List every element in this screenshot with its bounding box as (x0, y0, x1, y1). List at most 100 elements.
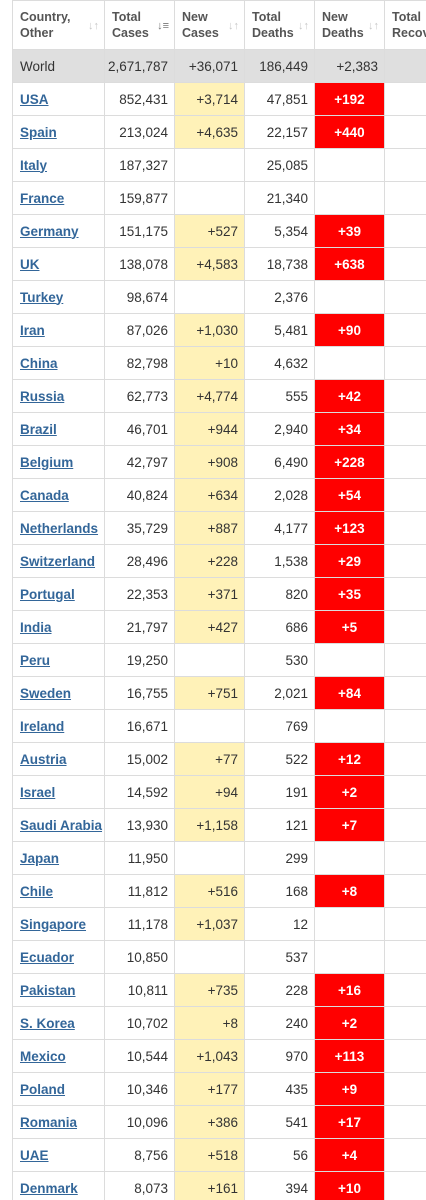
country-cell: Italy (12, 148, 105, 182)
header-new-cases[interactable]: New Cases ↓↑ (174, 0, 245, 50)
table-header-row: Country, Other ↓↑ Total Cases ↓≡ New Cases … (12, 0, 426, 50)
country-link[interactable]: UK (20, 256, 40, 272)
country-link[interactable]: Romania (20, 1114, 78, 1130)
total-cases-cell: 11,950 (104, 841, 175, 875)
new-deaths-cell: +39 (314, 214, 385, 248)
new-deaths-cell: +42 (314, 379, 385, 413)
total-recovered-cell (384, 148, 426, 182)
total-cases-cell: 22,353 (104, 577, 175, 611)
country-link[interactable]: Peru (20, 652, 51, 668)
total-deaths-cell: 537 (244, 940, 315, 974)
country-link[interactable]: Poland (20, 1081, 66, 1097)
new-deaths-cell (314, 907, 385, 941)
new-deaths-cell: +2 (314, 1006, 385, 1040)
country-link[interactable]: Russia (20, 388, 65, 404)
table-row: Israel 14,592 +94 191 +2 (12, 775, 426, 809)
new-deaths-cell: +10 (314, 1171, 385, 1200)
sort-arrows-icon[interactable]: ↓↑ (88, 20, 99, 32)
country-link[interactable]: Chile (20, 883, 54, 899)
total-cases-cell: 21,797 (104, 610, 175, 644)
country-link[interactable]: Sweden (20, 685, 72, 701)
total-cases-cell: 159,877 (104, 181, 175, 215)
total-cases-cell: 98,674 (104, 280, 175, 314)
total-recovered-cell (384, 247, 426, 281)
country-link[interactable]: USA (20, 91, 49, 107)
country-link[interactable]: Singapore (20, 916, 87, 932)
country-cell: USA (12, 82, 105, 116)
country-link[interactable]: Italy (20, 157, 48, 173)
new-cases-cell (174, 148, 245, 182)
country-link[interactable]: China (20, 355, 58, 371)
country-link[interactable]: Israel (20, 784, 56, 800)
total-recovered-cell (384, 379, 426, 413)
new-cases-cell: +527 (174, 214, 245, 248)
country-link[interactable]: Iran (20, 322, 45, 338)
header-total-recovered-line2: Recove (392, 26, 426, 40)
covid-table-viewport[interactable]: Country, Other ↓↑ Total Cases ↓≡ New Cases … (12, 0, 426, 1200)
country-cell: Ecuador (12, 940, 105, 974)
total-deaths-cell: 394 (244, 1171, 315, 1200)
country-cell: Iran (12, 313, 105, 347)
header-total-cases[interactable]: Total Cases ↓≡ (104, 0, 175, 50)
world-label: World (20, 58, 56, 74)
total-recovered-cell (384, 1171, 426, 1200)
sort-arrows-icon[interactable]: ↓↑ (368, 20, 379, 32)
new-cases-cell: +518 (174, 1138, 245, 1172)
new-cases-cell (174, 940, 245, 974)
total-recovered-cell (384, 280, 426, 314)
new-cases-cell: +944 (174, 412, 245, 446)
country-link[interactable]: France (20, 190, 65, 206)
country-link[interactable]: Belgium (20, 454, 74, 470)
sort-arrows-icon[interactable]: ↓↑ (298, 20, 309, 32)
country-link[interactable]: Portugal (20, 586, 75, 602)
total-cases-cell: 10,850 (104, 940, 175, 974)
country-link[interactable]: Ecuador (20, 949, 75, 965)
country-link[interactable]: Ireland (20, 718, 65, 734)
total-recovered-cell (384, 676, 426, 710)
total-cases-cell: 28,496 (104, 544, 175, 578)
total-cases-cell: 10,811 (104, 973, 175, 1007)
total-deaths-cell: 522 (244, 742, 315, 776)
total-deaths-cell: 2,021 (244, 676, 315, 710)
total-recovered-cell (384, 775, 426, 809)
header-total-cases-line2: Cases (112, 26, 149, 40)
table-row: Belgium 42,797 +908 6,490 +228 (12, 445, 426, 479)
country-cell: Mexico (12, 1039, 105, 1073)
country-link[interactable]: Denmark (20, 1180, 78, 1196)
country-link[interactable]: Spain (20, 124, 57, 140)
total-recovered-cell (384, 115, 426, 149)
sort-arrows-icon[interactable]: ↓↑ (228, 20, 239, 32)
table-row: UAE 8,756 +518 56 +4 (12, 1138, 426, 1172)
country-link[interactable]: Austria (20, 751, 67, 767)
table-row: Poland 10,346 +177 435 +9 (12, 1072, 426, 1106)
total-cases-cell: 16,755 (104, 676, 175, 710)
header-new-deaths[interactable]: New Deaths ↓↑ (314, 0, 385, 50)
country-link[interactable]: Japan (20, 850, 60, 866)
sort-desc-icon[interactable]: ↓≡ (157, 20, 169, 32)
country-link[interactable]: Mexico (20, 1048, 66, 1064)
country-link[interactable]: Canada (20, 487, 69, 503)
header-total-cases-line1: Total (112, 10, 141, 24)
header-total-deaths[interactable]: Total Deaths ↓↑ (244, 0, 315, 50)
total-cases-cell: 10,702 (104, 1006, 175, 1040)
country-link[interactable]: Pakistan (20, 982, 76, 998)
country-link[interactable]: Saudi Arabia (20, 817, 103, 833)
country-link[interactable]: Switzerland (20, 553, 96, 569)
header-total-deaths-line1: Total (252, 10, 281, 24)
total-recovered-cell (384, 709, 426, 743)
country-link[interactable]: UAE (20, 1147, 49, 1163)
new-deaths-cell (314, 709, 385, 743)
new-cases-cell: +77 (174, 742, 245, 776)
total-cases-cell: 14,592 (104, 775, 175, 809)
country-link[interactable]: India (20, 619, 52, 635)
header-country[interactable]: Country, Other ↓↑ (12, 0, 105, 50)
country-link[interactable]: Turkey (20, 289, 64, 305)
country-link[interactable]: Netherlands (20, 520, 99, 536)
country-link[interactable]: S. Korea (20, 1015, 75, 1031)
country-link[interactable]: Germany (20, 223, 79, 239)
country-link[interactable]: Brazil (20, 421, 57, 437)
header-total-recovered[interactable]: Total Recove (384, 0, 426, 50)
new-deaths-cell (314, 280, 385, 314)
total-deaths-cell: 2,940 (244, 412, 315, 446)
